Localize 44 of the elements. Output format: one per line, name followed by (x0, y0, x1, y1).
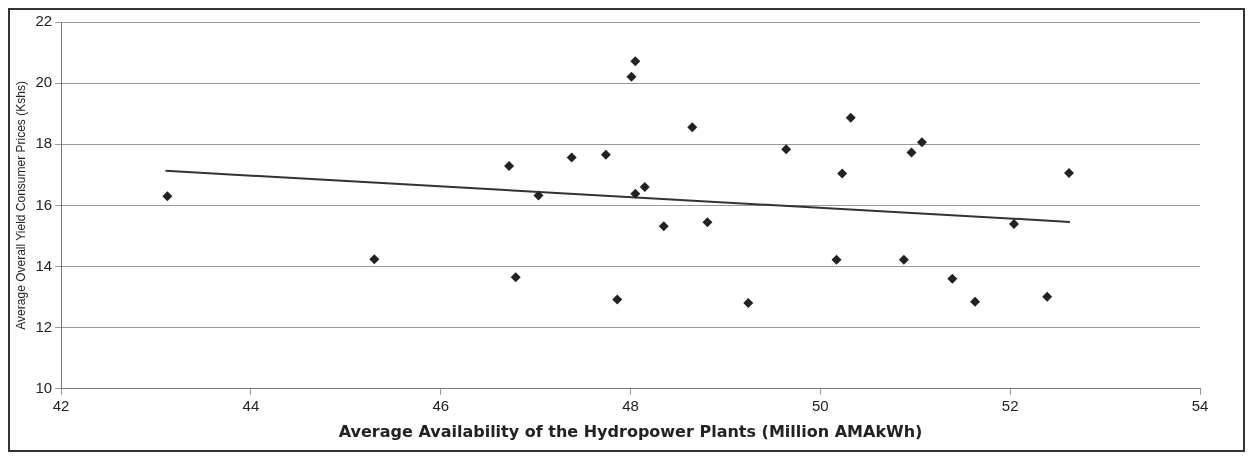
point (1064, 168, 1075, 178)
point (781, 144, 792, 155)
x-tick-label: 48 (622, 396, 639, 414)
point (510, 272, 521, 283)
point (533, 190, 544, 201)
x-tick-label: 42 (52, 396, 70, 414)
point (947, 273, 958, 284)
point (702, 217, 713, 228)
x-tick-label: 54 (1191, 396, 1209, 414)
point (630, 188, 641, 199)
y-tick-label: 14 (35, 256, 53, 274)
point (626, 71, 637, 82)
point (612, 294, 623, 305)
x-tick-label: 46 (432, 396, 450, 414)
point (831, 254, 842, 265)
point (906, 147, 917, 158)
point (743, 297, 754, 308)
y-tick-label: 16 (35, 195, 53, 213)
point (504, 160, 515, 171)
x-tick-label: 50 (812, 396, 829, 414)
point (916, 137, 927, 148)
x-tick-label: 44 (242, 396, 260, 414)
y-tick-label: 22 (35, 12, 53, 30)
point (845, 112, 856, 123)
point (970, 296, 981, 307)
y-tick-label: 20 (35, 73, 53, 91)
y-tick-label: 12 (35, 317, 53, 335)
y-tick-label: 10 (35, 378, 53, 396)
point (639, 182, 650, 193)
y-tick-label: 18 (35, 134, 53, 152)
point (600, 149, 611, 160)
point (658, 221, 669, 232)
point (687, 122, 698, 133)
point (898, 254, 909, 265)
point (566, 152, 577, 163)
point (1008, 219, 1019, 230)
y-axis-title: Average Overall Yield Consumer Prices (Kshs) (13, 81, 28, 330)
point (837, 168, 848, 179)
point (630, 56, 641, 67)
x-tick-label: 52 (1001, 396, 1019, 414)
x-axis-title: Average Availability of the Hydropower Plants (Million AMAkWh) (338, 421, 923, 441)
point (369, 254, 380, 265)
point (162, 191, 173, 202)
point (1042, 291, 1053, 302)
